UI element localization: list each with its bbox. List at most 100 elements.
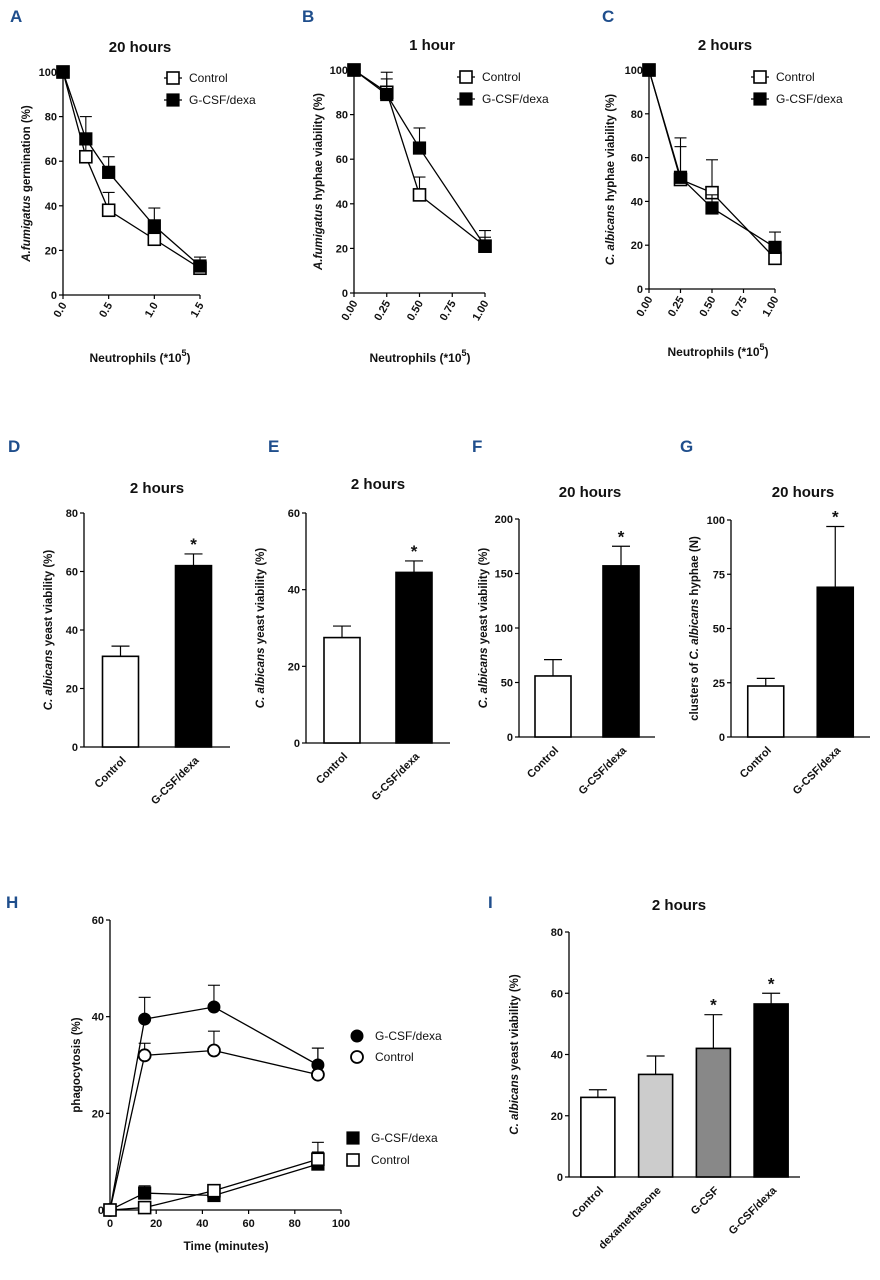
x-category-label: dexamethasone xyxy=(596,1185,663,1252)
panel-letter: A xyxy=(10,7,22,26)
x-tick-label: 0.75 xyxy=(729,295,750,320)
x-tick-label: 20 xyxy=(150,1218,162,1230)
y-tick-label: 80 xyxy=(66,508,78,520)
y-tick-label: 100 xyxy=(330,65,348,77)
legend-marker xyxy=(753,92,767,106)
y-tick-label: 40 xyxy=(551,1050,563,1062)
y-tick-label: 80 xyxy=(336,110,348,122)
x-tick-label: 60 xyxy=(242,1218,254,1230)
y-tick-label: 60 xyxy=(288,508,300,520)
y-tick-label: 100 xyxy=(707,515,725,527)
legend-label: G-CSF/dexa xyxy=(776,92,843,106)
chart-panel-i: I 2 hours 0 20 40 60 80 C. albicans yeast viabi… xyxy=(488,893,800,1252)
chart-panel-g: G 20 hours 0 25 50 75 100 clusters of C. albica… xyxy=(680,437,870,797)
panel-letter: E xyxy=(268,437,279,456)
legend-label: G-CSF/dexa xyxy=(189,93,256,107)
y-axis-label: C. albicans yeast viability (%) xyxy=(478,548,490,709)
data-point xyxy=(193,259,207,273)
data-point xyxy=(56,65,70,79)
x-category-label: Control xyxy=(570,1185,606,1221)
ylabel-italic: C. albicans xyxy=(255,648,267,709)
x-tick-label: 0.25 xyxy=(372,299,393,324)
data-point xyxy=(347,63,361,77)
x-category-label: G-CSF/dexa xyxy=(727,1184,780,1237)
x-category-label: G-CSF xyxy=(689,1184,722,1217)
y-axis-label: phagocytosis (%) xyxy=(71,1017,83,1112)
ylabel-italic: A.fumigatus xyxy=(21,195,33,262)
significance-star: * xyxy=(618,527,625,546)
x-tick-label: 0 xyxy=(107,1218,113,1230)
legend-label: Control xyxy=(375,1050,414,1064)
data-point xyxy=(137,1048,152,1063)
chart-panel-b: B 1 hour 0 20 40 60 80 100 0.00 0.25 0.50 0.75 1.00 A… xyxy=(302,7,549,365)
x-label-end: ) xyxy=(765,345,769,359)
y-tick-label: 20 xyxy=(66,684,78,696)
data-point xyxy=(137,1200,152,1215)
ylabel-rest: hyphae viability (%) xyxy=(313,93,325,204)
y-axis-label: clusters of C. albicans hyphae (N) xyxy=(689,536,701,721)
y-tick-label: 0 xyxy=(342,288,348,300)
significance-star: * xyxy=(710,996,717,1015)
panel-letter: C xyxy=(602,7,614,26)
x-tick-label: 80 xyxy=(289,1218,301,1230)
chart-title: 2 hours xyxy=(698,37,752,54)
data-point xyxy=(79,149,93,164)
y-tick-label: 25 xyxy=(713,678,725,690)
ylabel-rest: yeast viability (%) xyxy=(255,548,267,648)
legend-label: G-CSF/dexa xyxy=(482,92,549,106)
legend-marker xyxy=(346,1131,360,1145)
chart-panel-d: D 2 hours 0 20 40 60 80 C. albicans yeast viabi… xyxy=(8,437,230,807)
y-tick-label: 0 xyxy=(507,732,513,744)
y-axis-label: C. albicans yeast viability (%) xyxy=(255,548,267,709)
y-tick-label: 60 xyxy=(336,154,348,166)
y-tick-label: 40 xyxy=(336,199,348,211)
chart-panel-f: F 20 hours 0 50 100 150 200 C. albicans yeast v… xyxy=(472,437,655,797)
significance-star: * xyxy=(190,535,197,554)
y-tick-label: 40 xyxy=(45,201,57,213)
x-label-sup: 5 xyxy=(182,348,187,358)
x-axis-label: Neutrophils (*105) xyxy=(667,342,768,359)
ylabel-italic: C. albicans xyxy=(689,599,701,660)
data-point xyxy=(79,132,93,146)
ylabel-plain: phagocytosis (%) xyxy=(71,1017,83,1112)
legend-marker xyxy=(459,70,473,84)
panel-letter: D xyxy=(8,437,20,456)
y-axis-label: C. albicans yeast viability (%) xyxy=(509,974,521,1135)
chart-title: 2 hours xyxy=(351,476,405,493)
data-point xyxy=(768,251,782,266)
x-category-label: Control xyxy=(525,745,561,781)
x-label-sup: 5 xyxy=(760,342,765,352)
bar xyxy=(395,571,433,744)
x-tick-label: 1.0 xyxy=(143,301,161,320)
data-point xyxy=(138,1186,152,1200)
panel-letter: F xyxy=(472,437,482,456)
x-tick-label: 1.5 xyxy=(189,301,207,320)
x-label-end: ) xyxy=(467,351,471,365)
y-tick-label: 80 xyxy=(45,112,57,124)
y-tick-label: 20 xyxy=(336,243,348,255)
panel-letter: I xyxy=(488,893,493,912)
x-axis-label: Neutrophils (*105) xyxy=(89,348,190,365)
legend-label: G-CSF/dexa xyxy=(375,1029,442,1043)
y-tick-label: 20 xyxy=(92,1108,104,1120)
ylabel-rest: hyphae (N) xyxy=(689,536,701,599)
x-label-text: Neutrophils (*10 xyxy=(369,351,461,365)
ylabel-prefix: clusters of xyxy=(689,659,701,720)
y-tick-label: 40 xyxy=(288,585,300,597)
y-tick-label: 0 xyxy=(72,742,78,754)
legend-marker xyxy=(753,70,767,84)
x-category-label: Control xyxy=(314,751,350,787)
data-point xyxy=(138,1012,152,1026)
significance-star: * xyxy=(832,508,839,527)
y-axis-label: C. albicans hyphae viability (%) xyxy=(605,94,617,265)
chart-title: 20 hours xyxy=(109,39,172,56)
ylabel-rest: germination (%) xyxy=(21,105,33,195)
bar xyxy=(602,565,640,738)
legend-label: Control xyxy=(482,70,521,84)
data-point xyxy=(380,87,394,102)
data-point xyxy=(705,201,719,215)
bar xyxy=(323,636,361,744)
y-tick-label: 60 xyxy=(45,156,57,168)
bar xyxy=(695,1047,732,1178)
x-label-text: Neutrophils (*10 xyxy=(89,351,181,365)
